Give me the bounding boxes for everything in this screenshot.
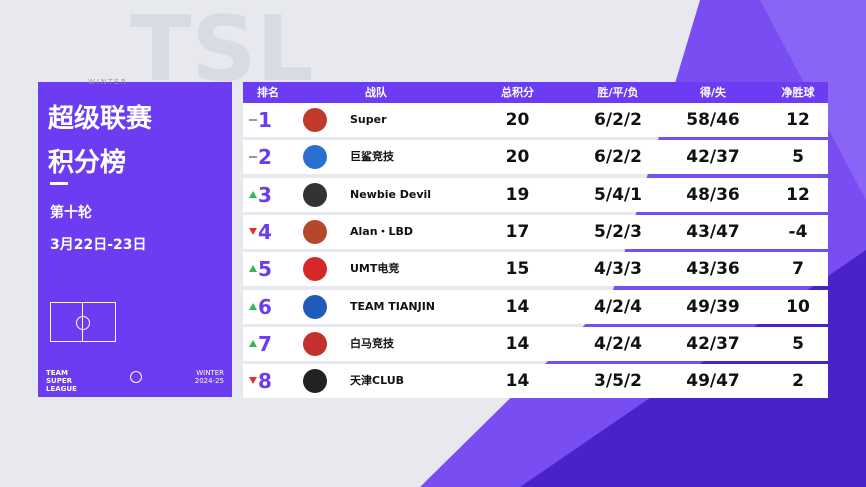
- record: 5/2/3: [594, 221, 642, 242]
- goal-diff: 2: [792, 371, 804, 392]
- divider: [50, 182, 68, 185]
- points: 17: [505, 221, 530, 242]
- record: 6/2/2: [594, 147, 642, 168]
- table-row: 5 UMT电竞 15 4/3/3 43/36 7: [243, 252, 828, 287]
- trend-icon: [249, 302, 257, 310]
- team-name: 白马竞技: [350, 336, 394, 350]
- header-cell: 总积分: [495, 82, 540, 103]
- team-name: Alan・LBD: [350, 224, 414, 238]
- record: 4/2/4: [594, 296, 642, 317]
- record: 6/2/2: [594, 110, 642, 130]
- goal-diff: 12: [786, 184, 810, 205]
- rank: 3: [258, 182, 272, 207]
- team-logo: [303, 369, 327, 394]
- rank: 5: [258, 257, 272, 282]
- goal-diff: 5: [792, 147, 804, 168]
- footer-right-2: 2024-25: [194, 377, 224, 385]
- team-name: Newbie Devil: [350, 187, 432, 201]
- title-panel: WINTER 超级联赛 积分榜 第十轮 3月22日-23日 TEAM SUPER…: [38, 78, 232, 397]
- rank: 1: [258, 108, 272, 132]
- goal-diff: 7: [792, 259, 804, 280]
- dates: 3月22日-23日: [50, 237, 147, 253]
- round: 第十轮: [50, 205, 92, 221]
- trend-icon: [249, 190, 257, 198]
- goals: 42/37: [686, 147, 740, 168]
- table-row: 3 Newbie Devil 19 5/4/1 48/36 12: [243, 177, 828, 212]
- points: 20: [505, 110, 530, 130]
- footer-right-1: WINTER: [196, 369, 224, 377]
- goals: 42/37: [686, 333, 740, 354]
- team-logo: [303, 294, 327, 319]
- goals: 49/47: [686, 371, 740, 392]
- points: 14: [505, 371, 530, 392]
- points: 19: [505, 184, 530, 205]
- team-name: UMT电竞: [350, 262, 400, 276]
- points: 15: [505, 259, 530, 280]
- goal-diff: 10: [786, 296, 810, 317]
- goal-diff: 12: [786, 110, 810, 130]
- season-label: WINTER: [88, 78, 128, 86]
- team-logo: [303, 219, 327, 244]
- rank: 4: [258, 219, 272, 244]
- goals: 43/36: [686, 259, 740, 280]
- ball-icon: [130, 371, 142, 383]
- team-name: Super: [350, 113, 387, 126]
- title: 积分榜: [48, 148, 127, 178]
- team-logo: [303, 331, 327, 356]
- record: 4/3/3: [594, 259, 642, 280]
- header-cell: 胜/平/负: [593, 82, 643, 103]
- points: 20: [505, 147, 530, 168]
- table-row: 6 TEAM TIANJIN 14 4/2/4 49/39 10: [243, 289, 828, 324]
- record: 4/2/4: [594, 333, 642, 354]
- trend-icon: [249, 265, 257, 273]
- trend-icon: [249, 119, 257, 121]
- pitch-icon: [50, 302, 116, 342]
- header-cell: 净胜球: [778, 82, 818, 103]
- goal-diff: 5: [792, 333, 804, 354]
- team-logo: [303, 182, 327, 207]
- header-cell: 战队: [356, 82, 396, 103]
- team-name: 天津CLUB: [350, 374, 405, 388]
- team-logo: [303, 145, 327, 170]
- table-row: 4 Alan・LBD 17 5/2/3 43/47 -4: [243, 214, 828, 249]
- table-row: 7 白马竞技 14 4/2/4 42/37 5: [243, 326, 828, 361]
- team-logo: [303, 108, 327, 132]
- table-row: 8 天津CLUB 14 3/5/2 49/47 2: [243, 364, 828, 399]
- points: 14: [505, 296, 530, 317]
- trend-icon: [249, 156, 257, 159]
- table-row: 1 Super 20 6/2/2 58/46 12: [243, 103, 828, 137]
- rank: 7: [258, 331, 272, 356]
- goals: 48/36: [686, 184, 740, 205]
- trend-icon: [249, 339, 257, 347]
- footer-left: TEAM SUPER LEAGUE: [46, 369, 77, 393]
- header-cell: 排名: [253, 82, 283, 103]
- rank: 8: [258, 369, 272, 394]
- team-logo: [303, 257, 327, 282]
- rank: 2: [258, 145, 272, 170]
- rank: 6: [258, 294, 272, 319]
- trend-icon: [249, 377, 257, 385]
- team-name: 巨鲨竞技: [350, 150, 394, 164]
- header-cell: 得/失: [693, 82, 733, 103]
- title: 超级联赛: [48, 104, 153, 134]
- record: 5/4/1: [594, 184, 642, 205]
- goal-diff: -4: [788, 221, 808, 242]
- trend-icon: [249, 227, 257, 235]
- goals: 49/39: [686, 296, 740, 317]
- goals: 43/47: [686, 221, 740, 242]
- team-name: TEAM TIANJIN: [350, 299, 436, 313]
- points: 14: [505, 333, 530, 354]
- footer-right: WINTER 2024-25: [188, 369, 224, 385]
- table-row: 2 巨鲨竞技 20 6/2/2 42/37 5: [243, 140, 828, 175]
- record: 3/5/2: [594, 371, 642, 392]
- goals: 58/46: [686, 110, 740, 130]
